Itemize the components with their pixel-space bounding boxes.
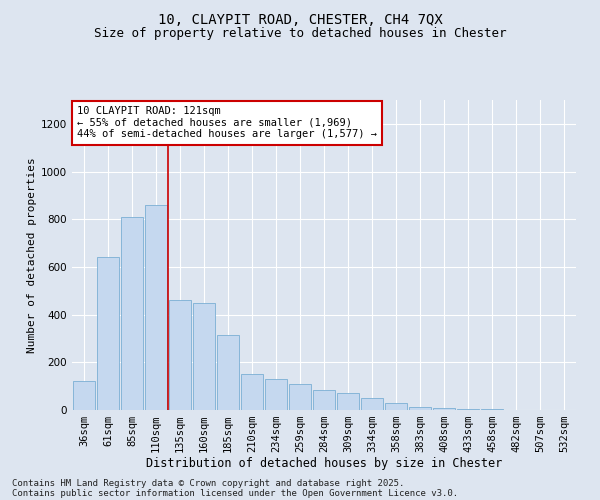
Bar — [361, 398, 383, 410]
Text: 10, CLAYPIT ROAD, CHESTER, CH4 7QX: 10, CLAYPIT ROAD, CHESTER, CH4 7QX — [158, 12, 442, 26]
Bar — [433, 408, 455, 410]
Y-axis label: Number of detached properties: Number of detached properties — [27, 157, 37, 353]
Bar — [409, 406, 431, 410]
Bar — [169, 300, 191, 410]
Bar — [313, 390, 335, 410]
Text: Size of property relative to detached houses in Chester: Size of property relative to detached ho… — [94, 28, 506, 40]
Text: Contains public sector information licensed under the Open Government Licence v3: Contains public sector information licen… — [12, 488, 458, 498]
Text: 10 CLAYPIT ROAD: 121sqm
← 55% of detached houses are smaller (1,969)
44% of semi: 10 CLAYPIT ROAD: 121sqm ← 55% of detache… — [77, 106, 377, 140]
Bar — [241, 374, 263, 410]
X-axis label: Distribution of detached houses by size in Chester: Distribution of detached houses by size … — [146, 456, 502, 469]
Bar — [73, 382, 95, 410]
Bar — [457, 409, 479, 410]
Bar — [97, 258, 119, 410]
Bar — [121, 217, 143, 410]
Bar — [265, 379, 287, 410]
Bar — [337, 394, 359, 410]
Text: Contains HM Land Registry data © Crown copyright and database right 2025.: Contains HM Land Registry data © Crown c… — [12, 478, 404, 488]
Bar — [217, 335, 239, 410]
Bar — [193, 302, 215, 410]
Bar — [289, 384, 311, 410]
Bar — [385, 404, 407, 410]
Bar — [145, 205, 167, 410]
